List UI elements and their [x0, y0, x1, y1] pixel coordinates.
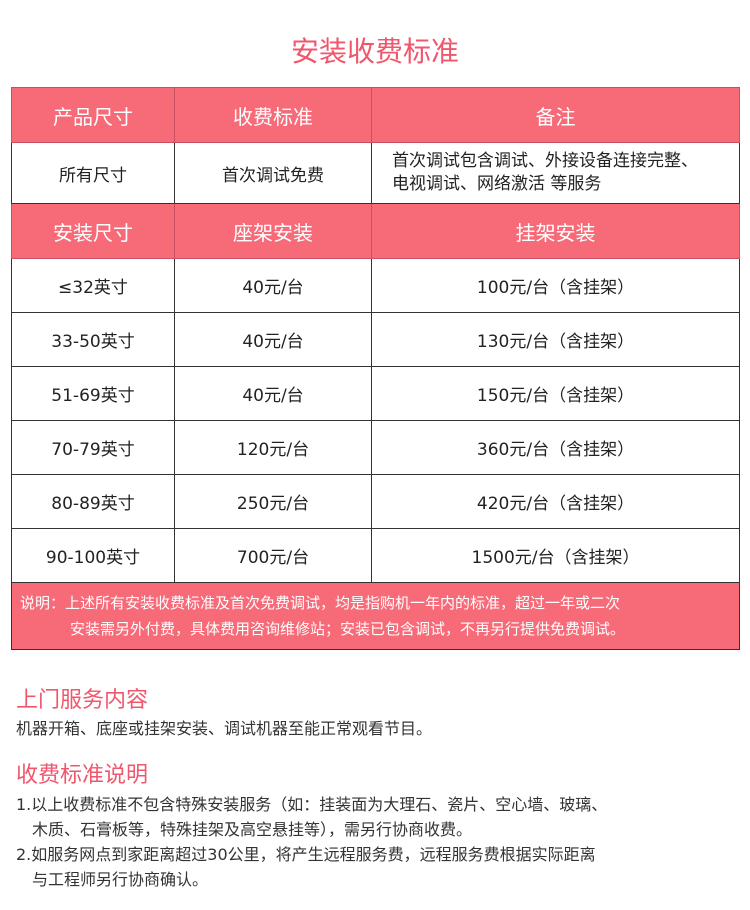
service-text: 机器开箱、底座或挂架安装、调试机器至能正常观看节目。: [16, 719, 433, 738]
header-cell: 挂架安装: [371, 203, 740, 259]
fee-line: 木质、石膏板等，特殊挂架及高空悬挂等），需另行协商收费。: [32, 820, 473, 839]
table-header: 产品尺寸 收费标准 备注: [11, 87, 740, 143]
cell: 所有尺寸: [11, 142, 175, 204]
remark-cell: 首次调试包含调试、外接设备连接完整、 电视调试、网络激活 等服务: [371, 142, 740, 204]
table-row: 33-50英寸 40元/台 130元/台（含挂架）: [11, 312, 740, 367]
cell: 420元/台（含挂架）: [371, 474, 740, 529]
table-row: 90-100英寸 700元/台 1500元/台（含挂架）: [11, 528, 740, 583]
fee-line: 2.如服务网点到家距离超过30公里，将产生远程服务费，远程服务费根据实际距离: [16, 845, 596, 864]
fee-line: 1.以上收费标准不包含特殊安装服务（如：挂装面为大理石、瓷片、空心墙、玻璃、: [16, 795, 608, 814]
note-row: 说明：上述所有安装收费标准及首次免费调试，均是指购机一年内的标准，超过一年或二次…: [11, 582, 740, 650]
table-row: 80-89英寸 250元/台 420元/台（含挂架）: [11, 474, 740, 529]
cell: 70-79英寸: [11, 420, 175, 475]
cell: 150元/台（含挂架）: [371, 366, 740, 421]
header-cell: 安装尺寸: [11, 203, 175, 259]
cell: 120元/台: [174, 420, 372, 475]
table-header: 安装尺寸 座架安装 挂架安装: [11, 203, 740, 259]
cell: 100元/台（含挂架）: [371, 258, 740, 313]
note-cell: 说明：上述所有安装收费标准及首次免费调试，均是指购机一年内的标准，超过一年或二次…: [11, 582, 740, 650]
cell: 40元/台: [174, 258, 372, 313]
cell: 51-69英寸: [11, 366, 175, 421]
cell: 80-89英寸: [11, 474, 175, 529]
header-cell: 收费标准: [174, 87, 372, 143]
fee-table: 产品尺寸 收费标准 备注 所有尺寸 首次调试免费 首次调试包含调试、外接设备连接…: [11, 87, 740, 650]
cell: 首次调试免费: [174, 142, 372, 204]
cell: 130元/台（含挂架）: [371, 312, 740, 367]
cell: 250元/台: [174, 474, 372, 529]
remark-line: 首次调试包含调试、外接设备连接完整、: [392, 151, 698, 171]
cell: 90-100英寸: [11, 528, 175, 583]
cell: 1500元/台（含挂架）: [371, 528, 740, 583]
cell: 40元/台: [174, 312, 372, 367]
header-cell: 产品尺寸: [11, 87, 175, 143]
page-title: 安装收费标准: [290, 35, 459, 68]
table-row: 51-69英寸 40元/台 150元/台（含挂架）: [11, 366, 740, 421]
cell: 360元/台（含挂架）: [371, 420, 740, 475]
cell: 33-50英寸: [11, 312, 175, 367]
header-cell: 座架安装: [174, 203, 372, 259]
table-row: ≤32英寸 40元/台 100元/台（含挂架）: [11, 258, 740, 313]
fee-line: 与工程师另行协商确认。: [32, 870, 209, 889]
cell: 700元/台: [174, 528, 372, 583]
table-row: 所有尺寸 首次调试免费 首次调试包含调试、外接设备连接完整、 电视调试、网络激活 …: [11, 142, 740, 204]
fees-text: 1.以上收费标准不包含特殊安装服务（如：挂装面为大理石、瓷片、空心墙、玻璃、 木…: [16, 792, 741, 892]
remark-line: 电视调试、网络激活 等服务: [392, 174, 602, 194]
header-cell: 备注: [371, 87, 740, 143]
note-line: 说明：上述所有安装收费标准及首次免费调试，均是指购机一年内的标准，超过一年或二次: [20, 594, 621, 612]
service-title: 上门服务内容: [16, 688, 149, 713]
note-line: 安装需另外付费，具体费用咨询维修站；安装已包含调试，不再另行提供免费调试。: [70, 620, 626, 638]
cell: ≤32英寸: [11, 258, 175, 313]
table-row: 70-79英寸 120元/台 360元/台（含挂架）: [11, 420, 740, 475]
cell: 40元/台: [174, 366, 372, 421]
fees-title: 收费标准说明: [16, 763, 149, 788]
